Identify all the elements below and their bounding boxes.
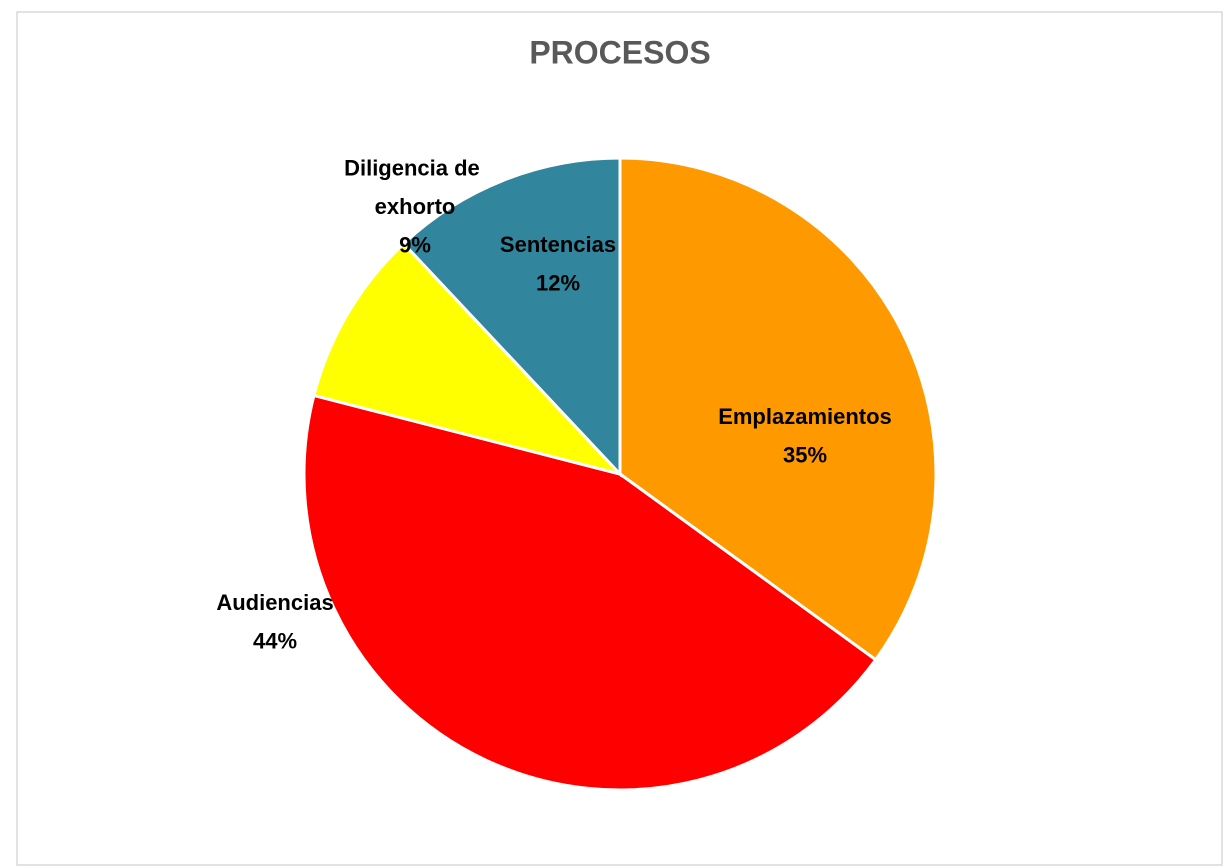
slice-value-label: 9% xyxy=(399,232,431,257)
slice-value-label: 35% xyxy=(783,442,827,467)
chart-title: PROCESOS xyxy=(529,34,710,70)
slice-label: Emplazamientos xyxy=(718,404,892,429)
pie-slice xyxy=(618,156,938,662)
pie-slice xyxy=(302,393,878,792)
slice-value-label: 12% xyxy=(536,270,580,295)
pie-slice xyxy=(401,156,622,478)
slice-label: Diligencia de exhorto xyxy=(344,155,486,219)
slice-label: Sentencias xyxy=(500,232,616,257)
slice-value-label: 44% xyxy=(253,628,297,653)
slice-label: Audiencias xyxy=(216,590,333,615)
pie-slice xyxy=(312,241,625,477)
